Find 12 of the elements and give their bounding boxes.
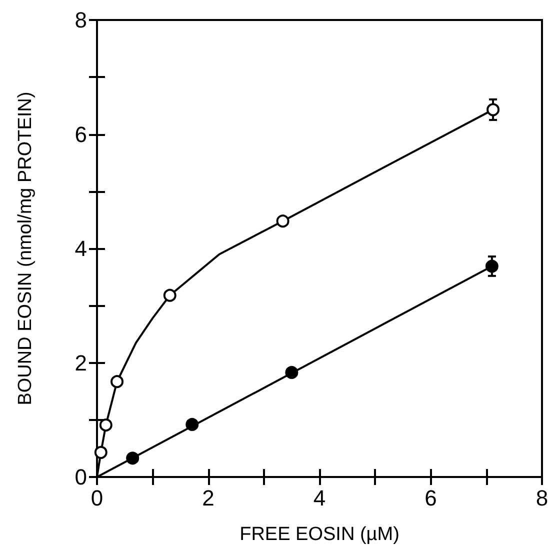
x-axis-title: FREE EOSIN (µM) — [240, 524, 400, 545]
x-tick-label: 6 — [424, 486, 437, 510]
x-tick-label: 8 — [536, 486, 548, 510]
y-axis-title: BOUND EOSIN (nmol/mg PROTEIN) — [15, 92, 36, 406]
y-tick-label: 6 — [74, 122, 87, 147]
x-tick-label: 4 — [313, 486, 326, 510]
x-tick-label: 2 — [202, 486, 214, 510]
x-tick-label: 0 — [90, 486, 104, 510]
y-tick-label: 0 — [74, 464, 87, 490]
y-tick-label: 8 — [74, 8, 87, 32]
y-tick-label: 2 — [74, 350, 87, 376]
y-tick-label: 4 — [74, 236, 87, 261]
